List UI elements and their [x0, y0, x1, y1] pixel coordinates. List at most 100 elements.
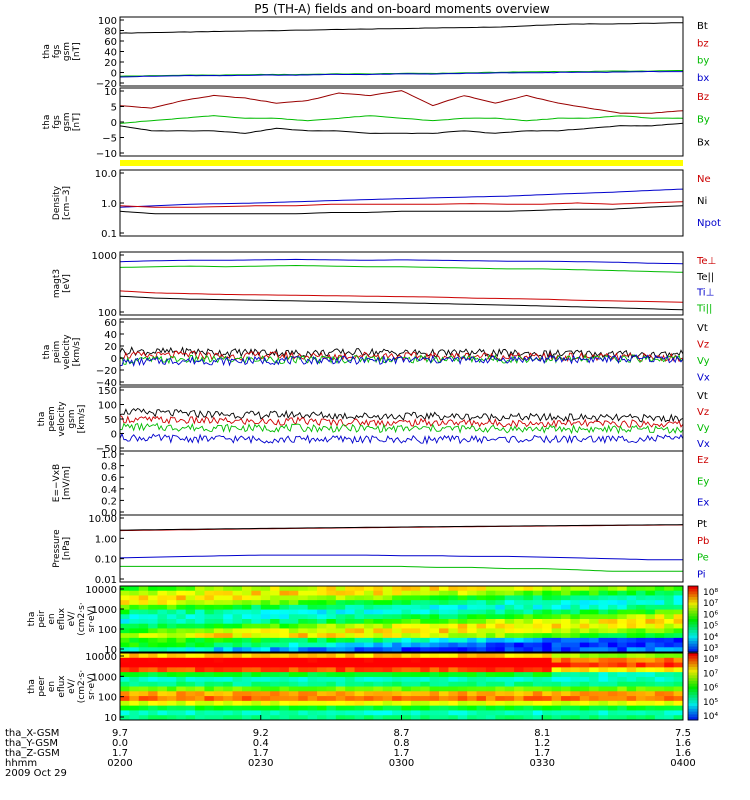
heatmap-cell [279, 600, 290, 606]
heatmap-cell [504, 590, 515, 596]
heatmap-cell [354, 686, 365, 692]
heatmap-cell [148, 595, 158, 601]
heatmap-cell [223, 662, 233, 668]
heatmap-cell [551, 637, 562, 643]
heatmap-cell [439, 657, 449, 663]
y-tick-label: −50 [96, 444, 117, 455]
heatmap-cell [213, 600, 224, 606]
heatmap-cell [204, 657, 215, 663]
heatmap-cell [532, 642, 543, 648]
heatmap-cell [485, 672, 496, 678]
heatmap-cell [223, 642, 233, 648]
heatmap-cell [504, 710, 515, 716]
heatmap-cell [241, 676, 252, 683]
heatmap-cell [420, 600, 431, 606]
heatmap-cell [185, 637, 196, 643]
heatmap-cell [485, 595, 496, 601]
heatmap-cell [589, 586, 599, 592]
heatmap-cell [382, 604, 393, 610]
heatmap-cell [485, 691, 496, 697]
heatmap-cell [439, 619, 449, 625]
heatmap-cell [532, 628, 543, 634]
heatmap-cell [617, 672, 628, 678]
heatmap-cell [420, 586, 431, 592]
heatmap-cell [157, 657, 168, 663]
heatmap-cell [326, 662, 337, 668]
y-tick-label: 0.2 [101, 496, 117, 507]
heatmap-cell [485, 604, 496, 610]
heatmap-cell [148, 609, 158, 615]
heatmap-cell [279, 590, 290, 596]
heatmap-cell [429, 619, 440, 625]
heatmap-cell [307, 672, 318, 678]
heatmap-cell [270, 647, 280, 653]
heatmap-cell [504, 676, 515, 683]
heatmap-cell [270, 619, 280, 625]
heatmap-cell [317, 705, 327, 711]
heatmap-cell [204, 637, 215, 643]
y-tick-label: 0 [111, 430, 117, 441]
heatmap-cell [654, 623, 665, 629]
heatmap-cell [401, 647, 412, 653]
heatmap-cell [148, 681, 158, 687]
heatmap-cell [241, 604, 252, 610]
colorbar-tick-label: 10⁴ [703, 712, 718, 722]
heatmap-cell [589, 676, 599, 683]
heatmap-cell [420, 715, 431, 721]
heatmap-cell [382, 619, 393, 625]
heatmap-cell [392, 676, 402, 683]
heatmap-cell [129, 619, 140, 625]
heatmap-cell [241, 595, 252, 601]
heatmap-cell [598, 600, 609, 606]
heatmap-cell [467, 691, 477, 697]
heatmap-cell [495, 586, 506, 592]
heatmap-cell [392, 662, 402, 668]
heatmap-cell [589, 628, 599, 634]
heatmap-cell [561, 653, 571, 659]
heatmap-cell [420, 696, 431, 702]
heatmap-cell [223, 595, 233, 601]
heatmap-cell [495, 676, 506, 683]
heatmap-cell [148, 637, 158, 643]
heatmap-cell [279, 657, 290, 663]
heatmap-cell [532, 705, 543, 711]
heatmap-cell [166, 681, 177, 687]
heatmap-cell [598, 691, 609, 697]
heatmap-cell [485, 676, 496, 683]
heatmap-cell [626, 691, 637, 697]
legend-entry: Te|| [696, 272, 714, 283]
heatmap-cell [645, 705, 656, 711]
heatmap-cell [298, 681, 309, 687]
heatmap-cell [467, 667, 477, 673]
heatmap-cell [542, 590, 553, 596]
heatmap-cell [476, 595, 487, 601]
heatmap-cell [307, 653, 318, 659]
legend-entry: Bz [697, 92, 709, 103]
legend-entry: Bx [697, 137, 710, 148]
heatmap-cell [279, 595, 290, 601]
heatmap-cell [636, 633, 646, 639]
heatmap-cell [532, 672, 543, 678]
heatmap-cell [204, 662, 215, 668]
heatmap-cell [213, 653, 224, 659]
heatmap-cell [382, 700, 393, 707]
heatmap-cell [514, 642, 524, 648]
y-axis-label: tha peir en eflux eV/(cm2·s· sr·eV) [27, 602, 97, 635]
heatmap-cell [298, 609, 309, 615]
heatmap-cell [223, 686, 233, 692]
heatmap-cell [251, 637, 262, 643]
heatmap-cell [542, 710, 553, 716]
heatmap-cell [307, 642, 318, 648]
heatmap-cell [439, 686, 449, 692]
heatmap-cell [448, 586, 459, 592]
heatmap-cell [120, 590, 130, 596]
heatmap-cell [410, 614, 421, 620]
heatmap-cell [429, 595, 440, 601]
heatmap-cell [251, 710, 262, 716]
heatmap-cell [617, 653, 628, 659]
legend-entry: Vy [697, 423, 710, 434]
heatmap-cell [495, 696, 506, 702]
heatmap-cell [654, 653, 665, 659]
heatmap-cell [241, 623, 252, 629]
heatmap-cell [251, 586, 262, 592]
